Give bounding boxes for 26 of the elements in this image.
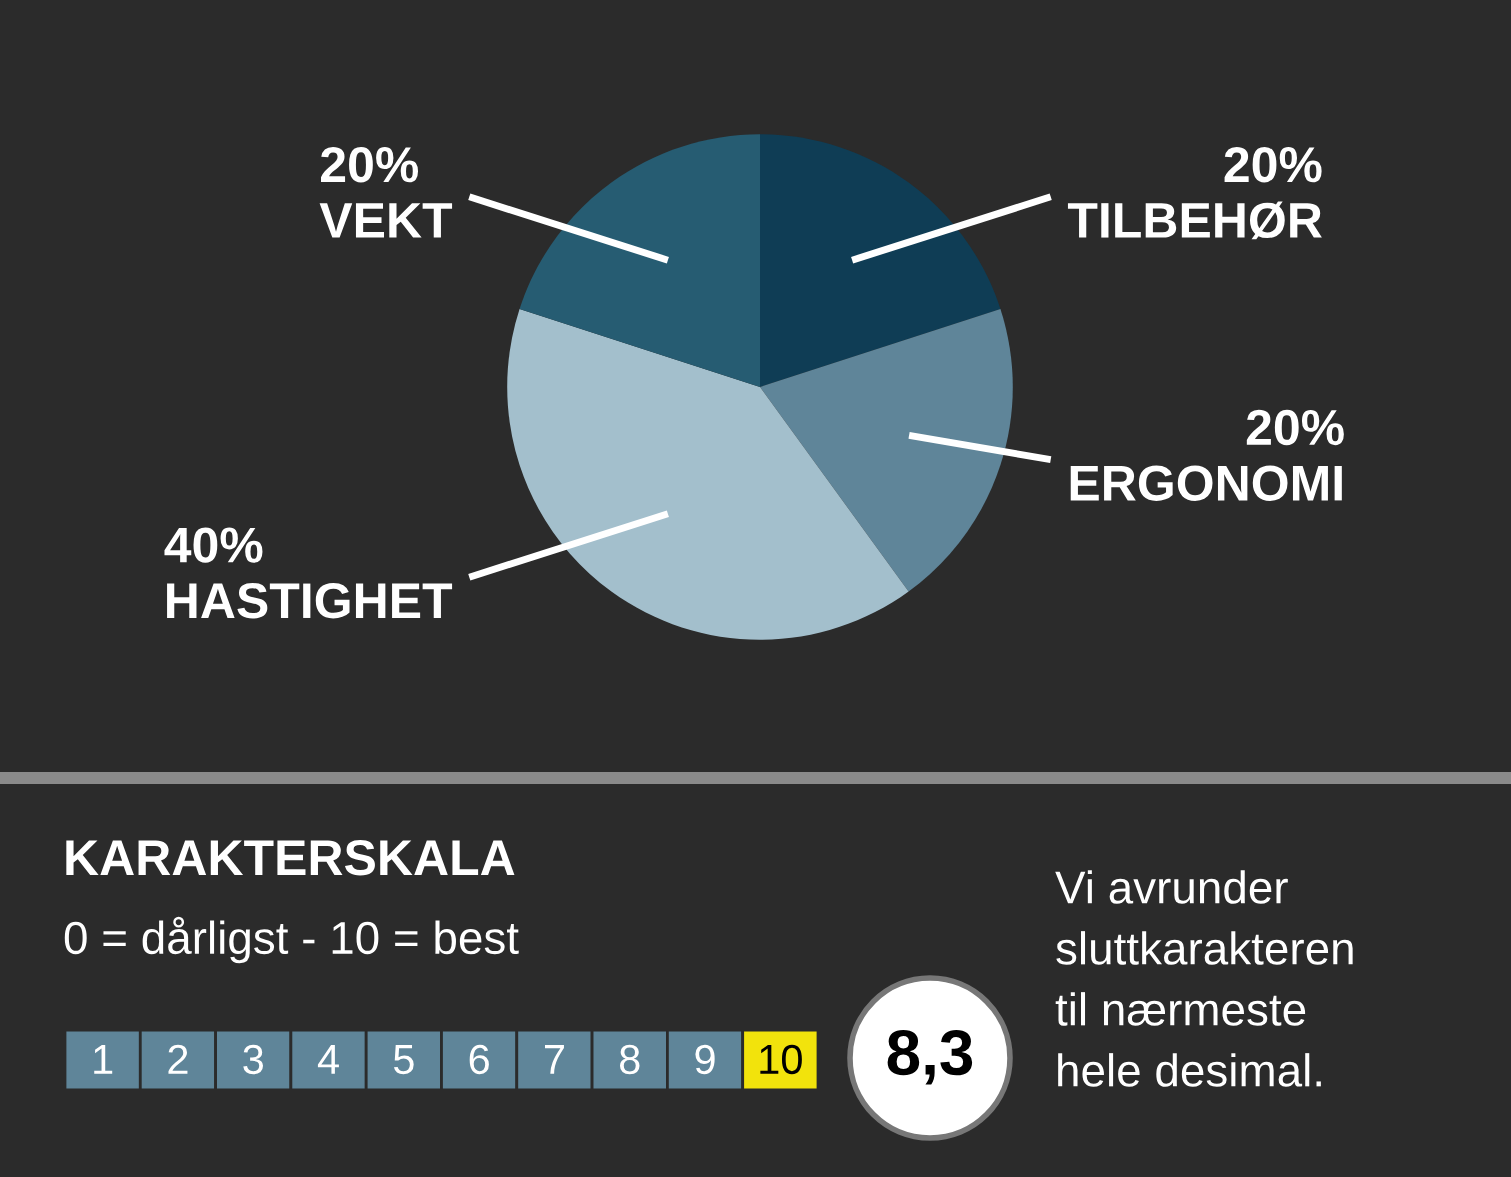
data-label: 2 bbox=[168, 1044, 188, 1074]
text: Vi avrunder sluttkarakteren til nærmeste hele desimal. bbox=[1055, 870, 1353, 1087]
pie-slice bbox=[760, 134, 1001, 387]
slice-label: VEKT bbox=[319, 203, 453, 238]
pie-slice bbox=[760, 308, 1013, 592]
chart-title: KARAKTERSKALA bbox=[66, 840, 515, 876]
data-label: 20% bbox=[1224, 146, 1322, 183]
data-label: 20% bbox=[1246, 409, 1344, 446]
data-label: 9 bbox=[695, 1044, 715, 1075]
text: 8,3 bbox=[887, 1029, 973, 1085]
data-label: 1 bbox=[94, 1045, 113, 1074]
data-label: 5 bbox=[393, 1045, 414, 1075]
data-label: 3 bbox=[243, 1044, 264, 1075]
pie-slice bbox=[507, 308, 909, 640]
data-label: 7 bbox=[545, 1045, 564, 1074]
data-label: 10 bbox=[760, 1044, 802, 1075]
chart-subtitle: 0 = dårligst - 10 = best bbox=[64, 916, 519, 964]
data-label: 6 bbox=[469, 1044, 489, 1075]
data-label: 4 bbox=[317, 1045, 339, 1074]
pie-slice bbox=[519, 134, 760, 387]
data-label: 8 bbox=[619, 1044, 640, 1075]
slice-label: ERGONOMI bbox=[1070, 465, 1342, 501]
data-label: 40% bbox=[164, 527, 263, 563]
data-label: 20% bbox=[321, 146, 419, 183]
slice-label: TILBEHØR bbox=[1067, 201, 1322, 240]
slice-label: HASTIGHET bbox=[167, 583, 453, 619]
